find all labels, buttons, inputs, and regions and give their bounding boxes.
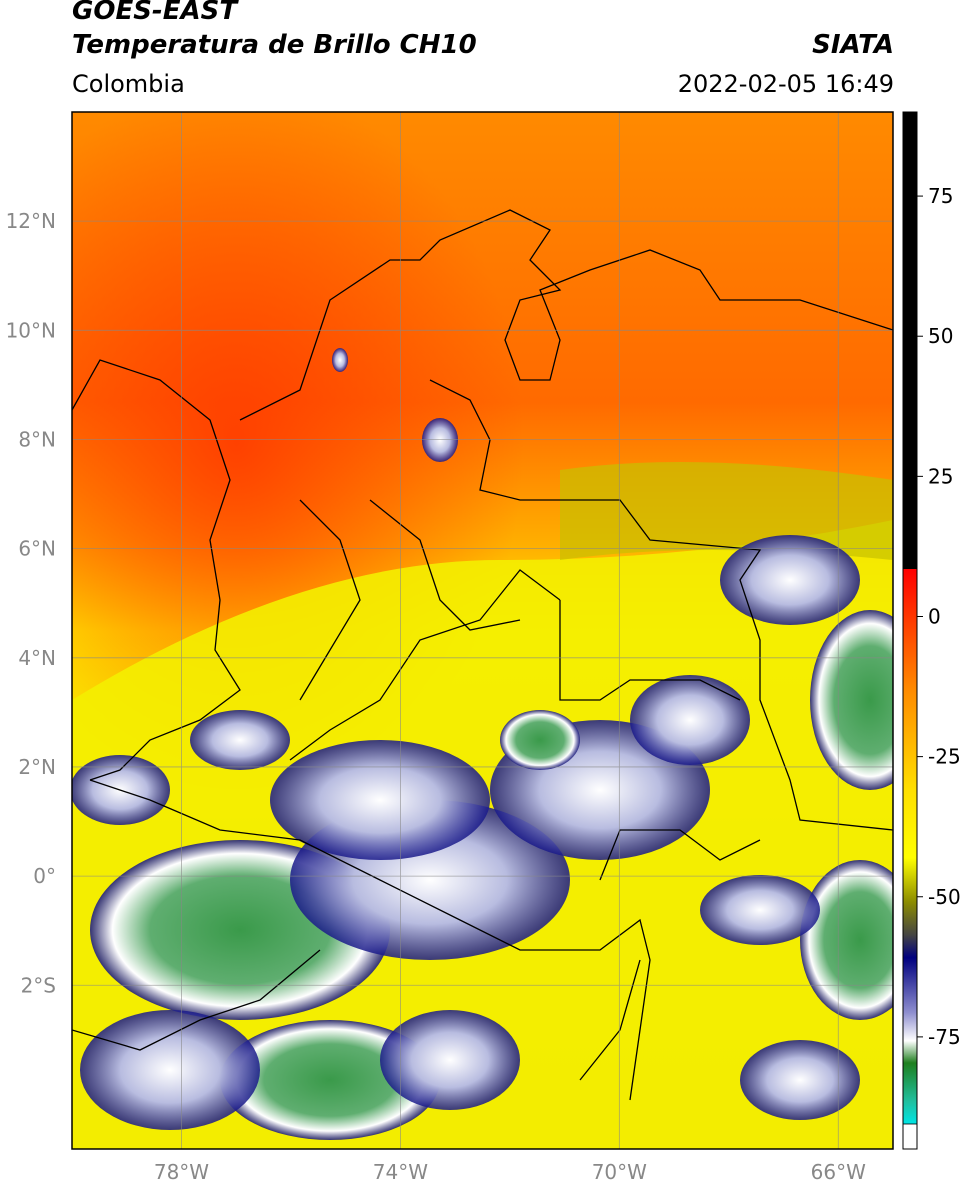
satellite-image — [72, 112, 893, 1149]
colorbar-tick-label: 50 — [928, 324, 953, 348]
lon-tick-labels: 78°W 74°W 70°W 66°W — [154, 1160, 866, 1184]
colorbar-white-segment — [902, 1123, 918, 1150]
colorbar-ticks: 75 50 25 0 -25 -50 -75 — [917, 184, 961, 1049]
lat-tick-label: 12°N — [6, 209, 56, 233]
colorbar: 75 50 25 0 -25 -50 -75 — [902, 111, 961, 1150]
colorbar-frame — [902, 111, 918, 1150]
lon-tick-label: 78°W — [154, 1160, 209, 1184]
colorbar-black-segment — [903, 112, 917, 569]
colorbar-tick-label: -50 — [928, 885, 961, 909]
colorbar-gradient — [903, 569, 917, 1124]
lon-tick-label: 74°W — [373, 1160, 428, 1184]
colorbar-tick-label: -75 — [928, 1025, 961, 1049]
lat-tick-label: 0° — [33, 864, 56, 888]
colorbar-tick-label: 75 — [928, 184, 953, 208]
colorbar-tick-label: -25 — [928, 745, 961, 769]
lon-tick-label: 70°W — [592, 1160, 647, 1184]
lat-tick-label: 4°N — [18, 646, 56, 670]
gridlines — [72, 112, 893, 1149]
cloud-cells — [72, 348, 893, 1140]
lat-tick-labels: 12°N 10°N 8°N 6°N 4°N 2°N 0° 2°S — [6, 209, 56, 997]
satellite-title: GOES-EAST — [72, 0, 238, 26]
colorbar-tick-label: 0 — [928, 604, 941, 628]
lon-tick-label: 66°W — [811, 1160, 866, 1184]
colorbar-tick-label: 25 — [928, 464, 953, 488]
lat-tick-label: 6°N — [18, 537, 56, 561]
map-frame — [71, 111, 894, 1150]
lat-tick-label: 2°S — [21, 973, 56, 997]
product-title: Temperatura de Brillo CH10 — [72, 30, 477, 60]
lat-tick-label: 2°N — [18, 755, 56, 779]
region-label: Colombia — [72, 70, 185, 98]
datetime-label: 2022-02-05 16:49 — [677, 70, 894, 98]
lat-tick-label: 8°N — [18, 427, 56, 451]
lat-tick-label: 10°N — [6, 318, 56, 342]
agency-label: SIATA — [812, 30, 894, 60]
